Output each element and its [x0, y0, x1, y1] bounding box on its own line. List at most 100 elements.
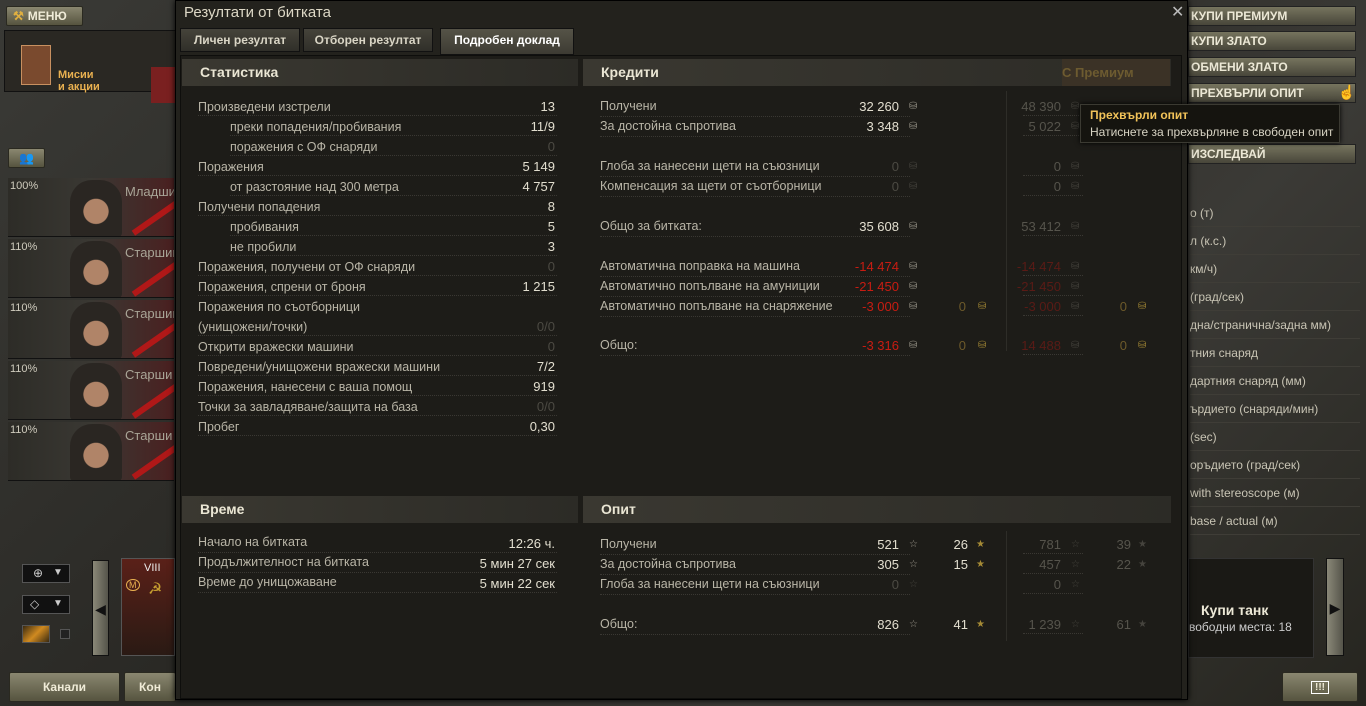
credit-icon: ⛁: [909, 301, 918, 312]
carousel-right-arrow[interactable]: ▶: [1326, 558, 1344, 656]
premium-free-xp-value: 22: [1116, 557, 1131, 572]
premium-credit-icon: ⛁: [1071, 161, 1080, 172]
value-credits: 0: [891, 179, 899, 194]
value-credits: -14 474: [854, 259, 899, 274]
spec-row: оръдието (град/сек): [1190, 451, 1360, 479]
row-credits: За достойна съпротива: [600, 118, 910, 137]
menu-button[interactable]: ⚒ МЕНЮ: [6, 6, 83, 26]
stat-label: от разстояние над 300 метра: [230, 180, 399, 194]
premium-credit-icon: ⛁: [1071, 301, 1080, 312]
crew-member-card[interactable]: 110% Старши: [8, 361, 174, 420]
spec-row: л (к.с.): [1190, 227, 1360, 255]
right-action-button[interactable]: КУПИ ЗЛАТО: [1188, 31, 1356, 51]
stat-value: 3: [547, 239, 555, 254]
crew-member-card[interactable]: 110% Старши: [8, 422, 174, 481]
premium-value: 14 488: [1021, 338, 1061, 353]
stat-label: Поражения, получени от ОФ снаряди: [198, 260, 416, 274]
right-action-button[interactable]: КУПИ ПРЕМИУМ: [1188, 6, 1356, 26]
stat-row: не пробили: [230, 237, 557, 256]
crew-skill-percent: 110%: [10, 424, 38, 436]
crew-skill-percent: 110%: [10, 302, 38, 314]
stat-value: 919: [533, 379, 555, 394]
star-icon: ☆: [909, 619, 918, 630]
rank-stripe: [131, 257, 174, 297]
stat-label: Получени попадения: [198, 200, 321, 214]
buy-tank-slot[interactable]: Купи танк вободни места: 18: [1188, 558, 1314, 658]
stat-label: Поражения по съотборници (унищожени/точк…: [198, 300, 361, 334]
premium-value: 53 412: [1021, 219, 1061, 234]
stats-header: Статистика: [182, 59, 578, 86]
stat-row: Поражения: [198, 157, 557, 176]
tab-2[interactable]: Отборен резултат: [303, 28, 433, 52]
rank-stripe: [131, 440, 174, 480]
premium-filter-button[interactable]: [22, 625, 50, 643]
premium-row-line: [1023, 115, 1083, 116]
premium-free-xp-value: 39: [1116, 537, 1131, 552]
tab-1[interactable]: Личен резултат: [180, 28, 300, 52]
filter-checkbox[interactable]: [60, 629, 70, 639]
premium-star-icon: ☆: [1071, 579, 1080, 590]
missions-label: Мисии и акции: [58, 69, 100, 93]
menu-label: МЕНЮ: [27, 9, 67, 23]
transfer-xp-tooltip: Прехвърли опит Натиснете за прехвърляне в…: [1080, 104, 1340, 143]
spec-row: with stereoscope (м): [1190, 479, 1360, 507]
premium-row-line: [1023, 275, 1083, 276]
premium-value: 5 022: [1028, 119, 1061, 134]
globe-icon: ⊕: [33, 566, 44, 580]
value-xp: 305: [877, 557, 899, 572]
gold-icon: ⛁: [978, 301, 987, 312]
tank-card[interactable]: VIII М ☭: [121, 558, 175, 656]
spec-row: дартния снаряд (мм): [1190, 367, 1360, 395]
crew-rank-name: Младши: [125, 184, 174, 199]
gold-value: 0: [958, 338, 966, 353]
right-action-button[interactable]: ОБМЕНИ ЗЛАТО: [1188, 57, 1356, 77]
type-filter-dropdown[interactable]: ◇ ▼: [22, 595, 70, 614]
notifications-button[interactable]: !!!: [1282, 672, 1358, 702]
right-action-button[interactable]: ИЗСЛЕДВАЙ: [1188, 144, 1356, 164]
row-credits: Автоматично попълване на снаряжение: [600, 298, 910, 317]
spec-row: дна/странична/задна мм): [1190, 311, 1360, 339]
premium-value: -21 450: [1016, 279, 1061, 294]
crew-rank-name: Старши: [125, 428, 173, 443]
crew-member-card[interactable]: 110% Старшин: [8, 239, 174, 298]
row-credits: Глоба за нанесени щети на съюзници: [600, 158, 910, 177]
stat-label: поражения с ОФ снаряди: [230, 140, 378, 154]
crew-portrait: [70, 180, 122, 236]
right-action-button[interactable]: ПРЕХВЪРЛИ ОПИТ: [1188, 83, 1356, 103]
spec-row: ърдието (снаряди/мин): [1190, 395, 1360, 423]
premium-value: 0: [1053, 159, 1061, 174]
credit-icon: ⛁: [909, 161, 918, 172]
premium-credit-icon: ⛁: [1071, 181, 1080, 192]
premium-row-line: [1023, 553, 1083, 554]
dialog-title: Резултати от битката: [184, 4, 331, 21]
channels-button[interactable]: Канали: [9, 672, 120, 702]
crew-member-card[interactable]: 110% Старшин: [8, 300, 174, 359]
stat-value: 5: [547, 219, 555, 234]
value-credits: -3 316: [862, 338, 899, 353]
booklet-icon[interactable]: [151, 67, 175, 103]
free-xp-value: 41: [953, 617, 968, 632]
spec-row: о (т): [1190, 199, 1360, 227]
value-credits: 0: [891, 159, 899, 174]
premium-value: 0: [1053, 577, 1061, 592]
stat-value: 0: [547, 139, 555, 154]
close-icon[interactable]: ✕: [1171, 4, 1185, 21]
tank-tier: VIII: [144, 562, 161, 574]
nation-filter-dropdown[interactable]: ⊕ ▼: [22, 564, 70, 583]
premium-row-line: [1023, 195, 1083, 196]
crew-member-card[interactable]: 100% Младши: [8, 178, 174, 237]
carousel-left-arrow[interactable]: ◀: [92, 560, 109, 656]
free-slots-label: вободни места: 18: [1189, 620, 1292, 634]
crew-toggle-button[interactable]: 👥: [8, 148, 45, 168]
missions-panel[interactable]: Мисии и акции: [4, 30, 176, 103]
stat-row: преки попадения/пробивания: [230, 117, 557, 136]
mastery-badge: М: [126, 579, 140, 591]
stat-row: Открити вражески машини: [198, 337, 557, 356]
stat-value: 1 215: [522, 279, 555, 294]
row-credits: Автоматично попълване на амуниции: [600, 278, 910, 297]
stat-label: преки попадения/пробивания: [230, 120, 402, 134]
contacts-button[interactable]: Кон: [124, 672, 176, 702]
tab-3[interactable]: Подробен доклад: [440, 28, 574, 55]
tank-type-icon: ◇: [30, 597, 40, 611]
premium-free-xp-star-icon: ★: [1138, 539, 1147, 550]
